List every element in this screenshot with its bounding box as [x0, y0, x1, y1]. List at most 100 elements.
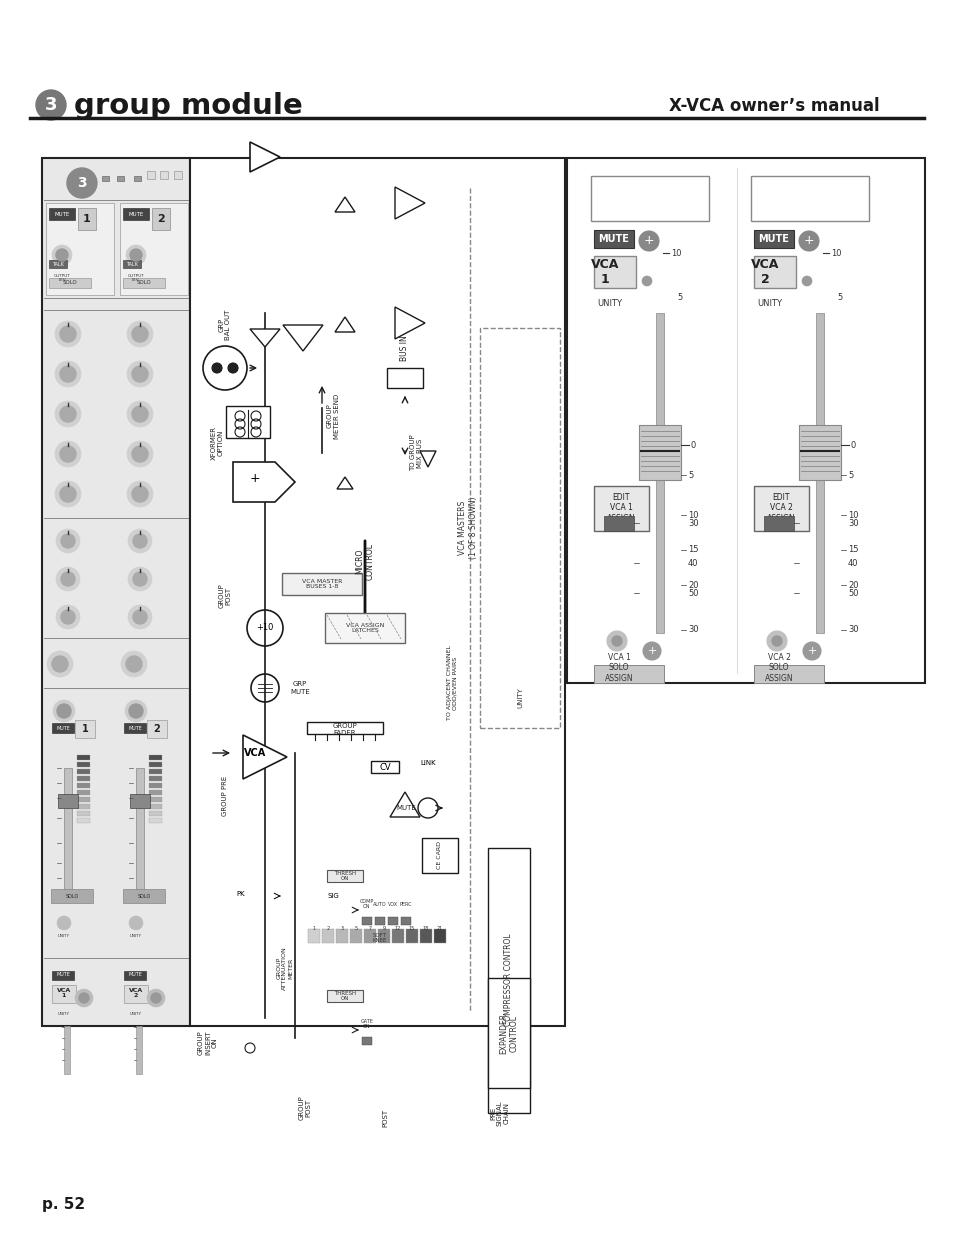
Bar — [52, 986, 76, 1003]
Text: 0: 0 — [850, 441, 856, 450]
Bar — [149, 818, 162, 823]
Text: CE CARD: CE CARD — [437, 841, 442, 869]
Circle shape — [55, 361, 81, 387]
Circle shape — [125, 700, 147, 722]
Bar — [282, 573, 361, 595]
Text: COMP
ON: COMP ON — [359, 899, 374, 909]
Circle shape — [52, 245, 71, 266]
Text: GROUP PRE: GROUP PRE — [222, 776, 228, 816]
Bar — [566, 158, 924, 683]
Text: MICRO
CONTROL: MICRO CONTROL — [355, 542, 375, 579]
Text: PK: PK — [236, 890, 245, 897]
Text: GRP
BAL OUT: GRP BAL OUT — [218, 310, 232, 340]
Circle shape — [127, 441, 152, 467]
Bar — [77, 783, 90, 788]
Circle shape — [147, 989, 165, 1007]
Bar — [656, 312, 663, 634]
Text: THRESH
ON: THRESH ON — [334, 871, 355, 882]
Circle shape — [127, 401, 152, 427]
Bar — [130, 794, 150, 808]
Circle shape — [60, 366, 76, 382]
Circle shape — [132, 610, 147, 624]
Text: MUTE: MUTE — [758, 233, 789, 245]
Bar — [147, 720, 167, 739]
Text: PRE
SIGNAL
CHAIN: PRE SIGNAL CHAIN — [490, 1100, 510, 1126]
Polygon shape — [395, 186, 424, 219]
Text: 15: 15 — [687, 546, 698, 555]
Text: EDIT
VCA 2
ASSIGN: EDIT VCA 2 ASSIGN — [766, 493, 795, 522]
Text: GROUP
METER SEND: GROUP METER SEND — [327, 394, 339, 438]
Text: VCA
2: VCA 2 — [129, 988, 143, 998]
Text: MUTE: MUTE — [128, 972, 142, 977]
Circle shape — [132, 326, 148, 342]
Circle shape — [127, 361, 152, 387]
Circle shape — [129, 704, 143, 718]
Text: VCA 2
SOLO
ASSIGN: VCA 2 SOLO ASSIGN — [764, 653, 793, 683]
Bar — [322, 929, 334, 944]
Bar — [117, 177, 124, 182]
Bar — [594, 664, 663, 683]
Circle shape — [55, 321, 81, 347]
Text: GROUP
INSERT
ON: GROUP INSERT ON — [198, 1031, 218, 1056]
Bar — [49, 261, 67, 268]
Text: EDIT
VCA 1
ASSIGN: EDIT VCA 1 ASSIGN — [606, 493, 635, 522]
Polygon shape — [395, 308, 424, 338]
Bar — [120, 203, 188, 295]
Circle shape — [60, 326, 76, 342]
Text: TALK: TALK — [52, 262, 64, 267]
Text: 1: 1 — [82, 724, 89, 734]
Bar — [124, 986, 148, 1003]
Bar — [327, 990, 363, 1002]
Bar — [123, 261, 141, 268]
Text: VOX: VOX — [388, 902, 397, 906]
Bar — [325, 613, 405, 643]
Text: +10: +10 — [256, 624, 274, 632]
Bar — [52, 971, 74, 981]
Circle shape — [642, 642, 660, 659]
Bar — [594, 487, 648, 531]
Text: MUTE: MUTE — [56, 972, 70, 977]
Text: UNITY: UNITY — [597, 299, 621, 308]
Bar — [149, 762, 162, 767]
Bar — [78, 207, 96, 230]
Text: THRESH
ON: THRESH ON — [334, 990, 355, 1002]
Text: MUTE: MUTE — [128, 725, 142, 730]
Circle shape — [771, 636, 781, 646]
Bar — [753, 487, 808, 531]
Bar — [77, 804, 90, 809]
Text: 1: 1 — [83, 214, 91, 224]
Polygon shape — [335, 198, 355, 212]
Text: 20: 20 — [687, 580, 698, 589]
Bar — [753, 664, 823, 683]
Bar — [753, 256, 795, 288]
Bar — [815, 312, 823, 634]
Bar — [149, 797, 162, 802]
Circle shape — [126, 245, 146, 266]
Text: GROUP
POST: GROUP POST — [298, 1095, 312, 1120]
Circle shape — [57, 704, 71, 718]
Circle shape — [228, 363, 237, 373]
Text: 3: 3 — [77, 177, 87, 190]
Text: X-VCA owner’s manual: X-VCA owner’s manual — [669, 98, 879, 115]
Bar — [173, 170, 182, 179]
Bar — [594, 230, 634, 248]
Circle shape — [75, 989, 92, 1007]
Text: 15: 15 — [847, 546, 858, 555]
Circle shape — [132, 572, 147, 585]
Bar — [149, 769, 162, 774]
Text: p. 52: p. 52 — [42, 1198, 85, 1213]
Text: 7: 7 — [368, 925, 371, 930]
Circle shape — [60, 406, 76, 422]
Text: 5: 5 — [836, 293, 841, 301]
Bar — [49, 278, 91, 288]
Text: 10: 10 — [847, 510, 858, 520]
Bar — [763, 516, 793, 531]
Text: UNITY: UNITY — [757, 299, 781, 308]
Polygon shape — [419, 451, 436, 467]
Bar — [77, 818, 90, 823]
Text: +: + — [647, 646, 656, 656]
Polygon shape — [250, 142, 280, 172]
Bar — [149, 776, 162, 781]
Text: GROUP
ATTENUATION
METER: GROUP ATTENUATION METER — [276, 946, 293, 990]
Text: BUS IN: BUS IN — [400, 335, 409, 361]
